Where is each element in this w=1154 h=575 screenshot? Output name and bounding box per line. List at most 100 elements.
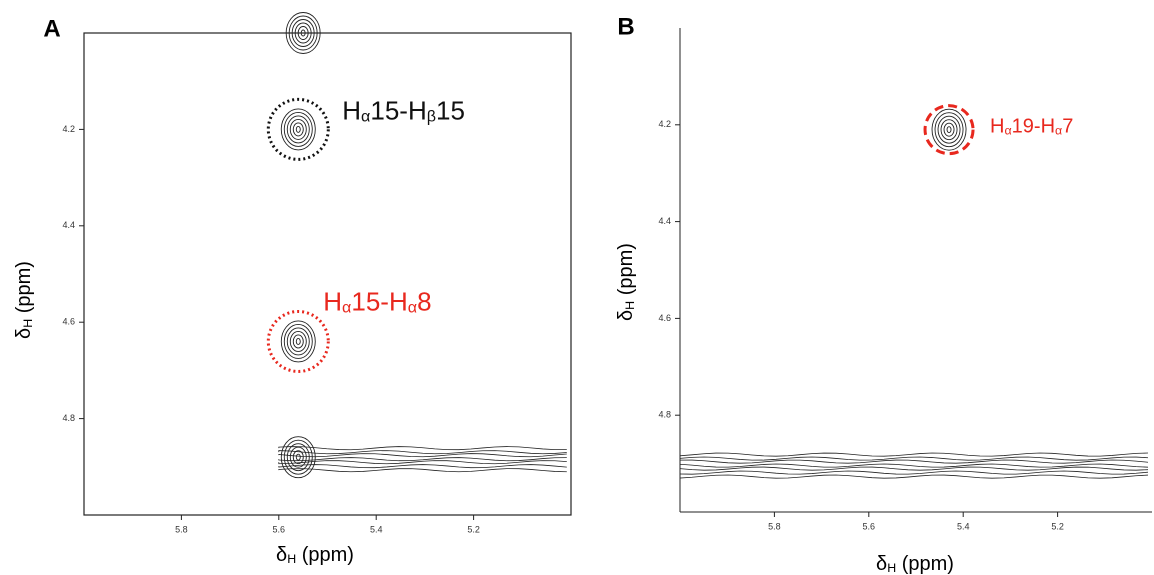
peak-contour xyxy=(943,122,955,137)
peak xyxy=(295,338,301,345)
text-part: 15 xyxy=(436,95,465,125)
y-tick-label: 4.6 xyxy=(62,317,75,327)
x-tick-label: 5.2 xyxy=(1051,521,1064,531)
y-axis-label: δH (ppm) xyxy=(615,243,637,321)
peak-label: Hα15-Hβ15 xyxy=(342,95,465,125)
peak-circle xyxy=(266,97,330,161)
ridge-contour xyxy=(679,459,1149,464)
peak xyxy=(946,126,952,134)
subscript: H xyxy=(623,301,637,310)
x-tick-label: 5.2 xyxy=(467,524,480,534)
ridge-contour xyxy=(278,457,567,462)
text-part: δ xyxy=(276,544,287,566)
peak xyxy=(300,29,306,37)
y-tick-label: 4.2 xyxy=(658,119,671,129)
text-part: H xyxy=(323,286,342,316)
panel-letter: B xyxy=(617,13,634,40)
x-tick-label: 5.4 xyxy=(957,521,970,531)
text-part: (ppm) xyxy=(896,553,954,575)
peak-circle xyxy=(923,104,975,156)
y-tick-label: 4.2 xyxy=(62,124,75,134)
peak-contour xyxy=(288,15,318,51)
text-part: H xyxy=(990,116,1004,138)
peak-contour xyxy=(291,19,315,47)
peak-contour xyxy=(289,118,307,140)
x-tick-label: 5.6 xyxy=(863,521,876,531)
peak-contour xyxy=(294,22,312,44)
ridge-contour xyxy=(278,453,567,458)
peak-contour xyxy=(940,119,958,141)
subscript: α xyxy=(1055,124,1062,138)
ridge-contour xyxy=(278,464,567,469)
text-part: (ppm) xyxy=(615,243,637,301)
peak-contour xyxy=(934,112,964,148)
text-part: δ xyxy=(615,310,637,321)
y-tick-label: 4.4 xyxy=(62,220,75,230)
peak-contour xyxy=(292,122,304,137)
peak xyxy=(295,453,301,461)
peak-contour xyxy=(937,115,961,144)
ridge-contour xyxy=(679,466,1149,471)
peak-contour xyxy=(286,115,310,144)
ridge-contour xyxy=(679,470,1149,475)
x-tick-label: 5.8 xyxy=(175,524,188,534)
text-part: (ppm) xyxy=(13,261,35,319)
ridge xyxy=(278,446,567,451)
x-tick-label: 5.4 xyxy=(370,524,383,534)
text-part: 7 xyxy=(1062,116,1073,138)
ridge-contour xyxy=(278,460,567,465)
peak-contour xyxy=(931,108,967,151)
text-part: 8 xyxy=(417,286,431,316)
peak-contour xyxy=(280,320,316,363)
text-part: δ xyxy=(876,553,887,575)
ridge xyxy=(679,452,1149,457)
ridge-contour xyxy=(679,463,1149,468)
y-tick-label: 4.4 xyxy=(658,216,671,226)
text-part: (ppm) xyxy=(296,544,354,566)
y-tick-label: 4.8 xyxy=(658,410,671,420)
ridge-contour xyxy=(679,456,1149,461)
x-axis-label: δH (ppm) xyxy=(876,553,954,575)
peak-contour xyxy=(297,26,309,40)
ridge-contour xyxy=(278,468,567,473)
peak-contour xyxy=(289,331,307,352)
plot-frame xyxy=(83,32,572,516)
peak-label: Hα15-Hα8 xyxy=(323,286,431,316)
subscript: α xyxy=(361,107,370,125)
ridge-contour xyxy=(278,450,567,455)
text-part: 15-H xyxy=(351,286,407,316)
peak-contour xyxy=(280,436,316,479)
peak-contour xyxy=(289,446,307,468)
x-tick-label: 5.6 xyxy=(273,524,286,534)
subscript: α xyxy=(1004,124,1011,138)
x-axis-label: δH (ppm) xyxy=(276,544,354,566)
peak-contour xyxy=(283,111,313,147)
peak-label: Hα19-Hα7 xyxy=(990,116,1073,138)
y-axis-label: δH (ppm) xyxy=(13,261,35,339)
peak-contour xyxy=(283,324,313,359)
x-tick-label: 5.8 xyxy=(768,521,781,531)
y-tick-label: 4.8 xyxy=(62,413,75,423)
peak-circle xyxy=(266,309,330,373)
subscript: α xyxy=(342,299,351,317)
peak xyxy=(295,125,301,133)
y-tick-label: 4.6 xyxy=(658,313,671,323)
ridge-contour xyxy=(679,474,1149,479)
subscript: H xyxy=(887,561,896,575)
subscript: β xyxy=(427,107,436,125)
panel-letter: A xyxy=(43,15,60,42)
text-part: H xyxy=(342,95,361,125)
text-part: 15-H xyxy=(370,95,426,125)
subscript: H xyxy=(287,552,296,566)
peak-contour xyxy=(280,108,316,151)
peak-contour xyxy=(286,443,310,472)
peak-contour xyxy=(292,334,304,349)
peak-contour xyxy=(285,12,321,54)
peak-contour xyxy=(283,439,313,475)
text-part: 19-H xyxy=(1012,116,1055,138)
subscript: α xyxy=(408,299,417,317)
text-part: δ xyxy=(13,328,35,339)
peak-contour xyxy=(292,450,304,465)
